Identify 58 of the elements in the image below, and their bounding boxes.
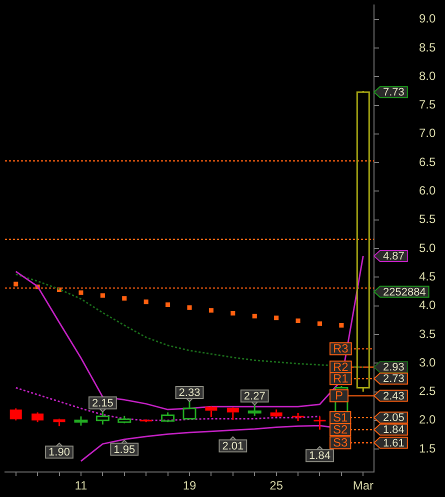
y-tick-label: 5.5 <box>419 212 436 226</box>
point <box>14 282 18 286</box>
annotation: 2.73 <box>383 373 404 386</box>
point <box>252 314 257 318</box>
point <box>144 300 148 304</box>
point <box>100 293 105 298</box>
text: 2252884 <box>383 286 426 298</box>
point <box>78 290 84 295</box>
point <box>317 321 322 326</box>
ref-line-label: S3 <box>332 436 348 450</box>
y-tick-label: 7.0 <box>419 126 436 140</box>
y-tick-label: 9.0 <box>419 12 436 26</box>
annotation: 2.05 <box>383 412 404 424</box>
point <box>122 296 127 301</box>
y-tick-label: 3.0 <box>419 355 436 370</box>
ref-line-label: S1 <box>332 410 348 424</box>
y-tick-label: 5.0 <box>419 240 436 255</box>
x-tick-label: 19 <box>182 478 196 493</box>
point <box>166 302 170 307</box>
y-tick-label: 3.5 <box>419 326 436 341</box>
annotation: 4.87 <box>383 250 404 263</box>
y-tick-label: 8.0 <box>419 68 436 83</box>
y-tick-label: 2.5 <box>419 384 436 398</box>
point <box>208 308 214 313</box>
ref-line-label: R3 <box>333 342 349 356</box>
candlestick <box>248 404 262 417</box>
annotation: 2.43 <box>383 390 404 402</box>
candlestick <box>226 408 239 421</box>
point <box>187 305 192 310</box>
point <box>230 311 236 316</box>
line-series <box>15 387 320 422</box>
y-tick-label: 7.5 <box>419 98 436 112</box>
annotation: 1.84 <box>309 450 330 462</box>
annotation: 1.95 <box>114 444 136 456</box>
y-tick-label: 8.5 <box>419 40 436 54</box>
candlestick <box>314 416 326 430</box>
x-tick-label: 11 <box>74 478 88 493</box>
annotation: 2.01 <box>222 440 244 452</box>
point <box>274 316 279 320</box>
ref-line-label: P <box>334 388 344 403</box>
x-tick-label: 25 <box>270 478 284 493</box>
annotation: 2.15 <box>92 397 114 410</box>
y-tick-label: 6.5 <box>419 154 436 169</box>
annotation: 7.73 <box>383 86 404 99</box>
y-tick-label: 4.5 <box>419 269 436 284</box>
annotation: 1.61 <box>383 437 404 450</box>
annotation: 1.84 <box>383 424 404 436</box>
y-tick-label: 4.0 <box>419 298 436 312</box>
annotation: 2.27 <box>244 390 266 402</box>
annotation: 1.90 <box>48 446 70 459</box>
annotation: 2.93 <box>383 362 404 374</box>
point <box>296 318 300 323</box>
x-tick-label: Mar <box>352 478 374 493</box>
annotation: 2.33 <box>178 387 200 400</box>
point <box>339 323 344 328</box>
y-tick-label: 2.0 <box>419 412 436 427</box>
y-tick-label: 1.5 <box>419 441 436 456</box>
y-tick-label: 6.0 <box>419 184 436 198</box>
